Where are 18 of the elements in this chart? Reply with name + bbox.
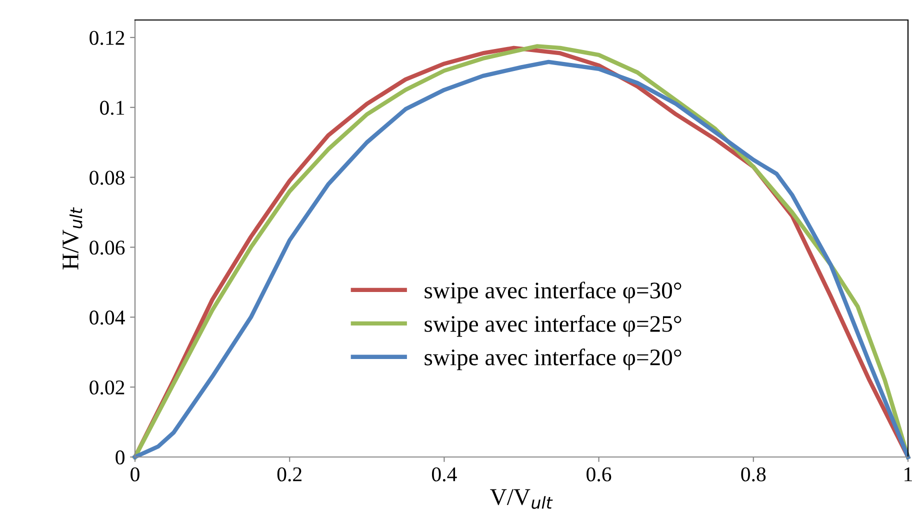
y-axis-title: H/V$_{ult}$: [62, 207, 82, 270]
y-tick-label: 0.1: [100, 100, 124, 115]
legend-label: swipe avec interface φ=30°: [424, 282, 682, 304]
x-tick-label: 0.6: [586, 467, 612, 482]
y-tick-label: 0.06: [90, 240, 125, 255]
y-tick-label: 0.08: [90, 170, 124, 185]
x-axis-title: V/V$_{ult}$: [490, 489, 553, 509]
y-tick-label: 0.12: [90, 30, 124, 46]
legend-label: swipe avec interface φ=25°: [424, 315, 682, 337]
y-tick-label: 0.02: [90, 380, 124, 395]
y-tick-label: 0.04: [90, 310, 125, 325]
legend-label: swipe avec interface φ=20°: [424, 348, 682, 370]
x-tick-label: 0.8: [741, 467, 766, 482]
y-tick-label: 0: [116, 450, 124, 464]
x-tick-label: 0: [130, 467, 140, 482]
x-tick-label: 1: [904, 467, 912, 482]
x-tick-label: 0.4: [432, 467, 457, 482]
x-tick-label: 0.2: [277, 467, 302, 482]
